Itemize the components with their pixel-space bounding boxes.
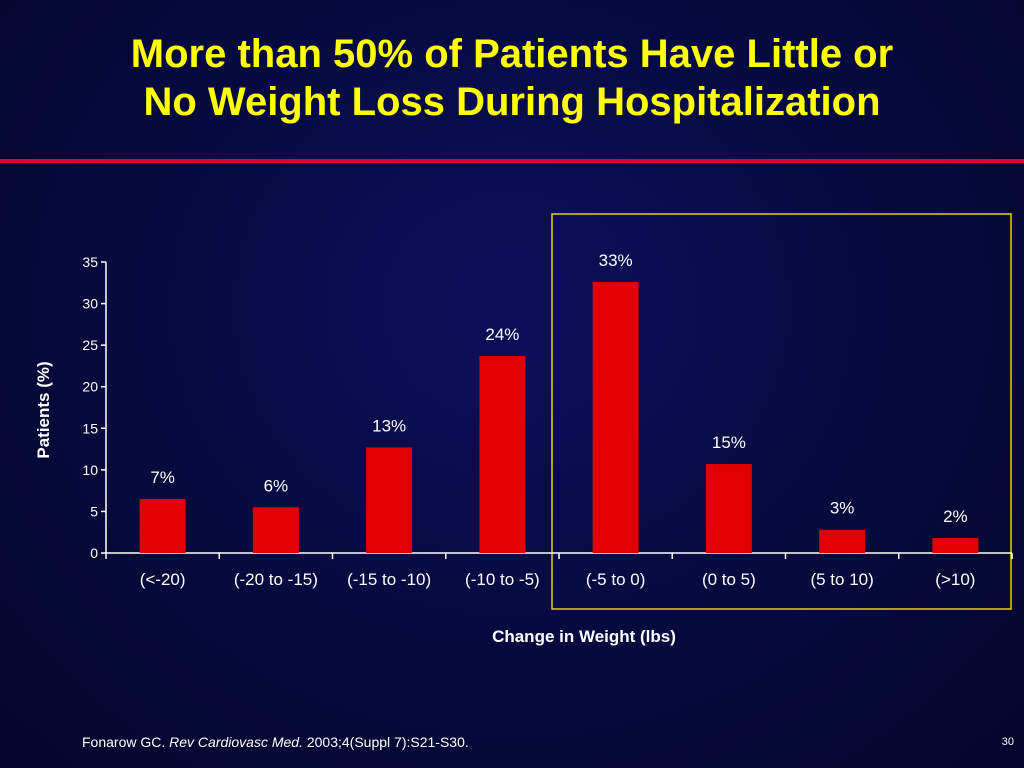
y-tick-label: 5 xyxy=(90,503,98,519)
y-tick-label: 10 xyxy=(82,462,98,478)
page-number: 30 xyxy=(1001,736,1014,748)
bar xyxy=(705,464,752,553)
y-tick-label: 0 xyxy=(90,545,98,561)
footer-citation: Fonarow GC. Rev Cardiovasc Med. 2003;4(S… xyxy=(82,734,469,750)
y-tick-label: 25 xyxy=(82,337,98,353)
y-tick-label: 30 xyxy=(82,296,98,312)
data-label: 15% xyxy=(712,433,746,452)
x-tick-label: (<-20) xyxy=(140,570,186,589)
x-tick-label: (-10 to -5) xyxy=(465,570,540,589)
y-tick-label: 15 xyxy=(82,420,98,436)
x-tick-label: (-15 to -10) xyxy=(347,570,431,589)
x-tick-label: (5 to 10) xyxy=(810,570,873,589)
x-tick-labels: (<-20) (-20 to -15) (-15 to -10) (-10 to -5… xyxy=(140,570,976,589)
bar xyxy=(932,538,979,553)
data-label: 6% xyxy=(264,476,289,495)
y-axis-title: Patients (%) xyxy=(34,361,53,458)
y-tick-label: 20 xyxy=(82,379,98,395)
x-tick-label: (0 to 5) xyxy=(702,570,756,589)
data-label: 2% xyxy=(943,507,968,526)
title-divider xyxy=(0,159,1024,163)
bar xyxy=(479,355,526,553)
y-ticks: 0 5 10 15 20 25 30 35 xyxy=(82,254,106,561)
citation-reference: 2003;4(Suppl 7):S21-S30. xyxy=(302,734,469,750)
y-tick-label: 35 xyxy=(82,254,98,270)
data-label: 13% xyxy=(372,416,406,435)
slide-title: More than 50% of Patients Have Little or… xyxy=(40,30,984,126)
x-tick-label: (>10) xyxy=(935,570,975,589)
highlight-box xyxy=(551,213,1012,610)
data-label: 3% xyxy=(830,499,855,518)
x-tick-label: (-5 to 0) xyxy=(586,570,646,589)
data-label: 24% xyxy=(485,325,519,344)
slide-title-line-1: More than 50% of Patients Have Little or xyxy=(130,32,894,76)
bar xyxy=(592,281,639,553)
bar xyxy=(366,447,413,553)
bars xyxy=(139,281,979,553)
bar xyxy=(819,529,866,553)
data-labels: 7% 6% 13% 24% 33% 15% 3% 2% xyxy=(150,251,967,526)
data-label: 7% xyxy=(150,468,175,487)
citation-journal: Rev Cardiovasc Med. xyxy=(169,734,303,750)
bar-chart: 0 5 10 15 20 25 30 35 7% 6% 13% 24% 33% 15% 3% 2% (<-2… xyxy=(34,213,1013,646)
x-ticks xyxy=(105,553,1013,559)
x-axis-title: Change in Weight (lbs) xyxy=(492,627,676,646)
bar xyxy=(139,498,186,553)
data-label: 33% xyxy=(599,251,633,270)
bar xyxy=(252,507,299,553)
slide-title-line-2: No Weight Loss During Hospitalization xyxy=(143,80,881,124)
citation-author: Fonarow GC. xyxy=(82,734,170,750)
x-tick-label: (-20 to -15) xyxy=(234,570,318,589)
